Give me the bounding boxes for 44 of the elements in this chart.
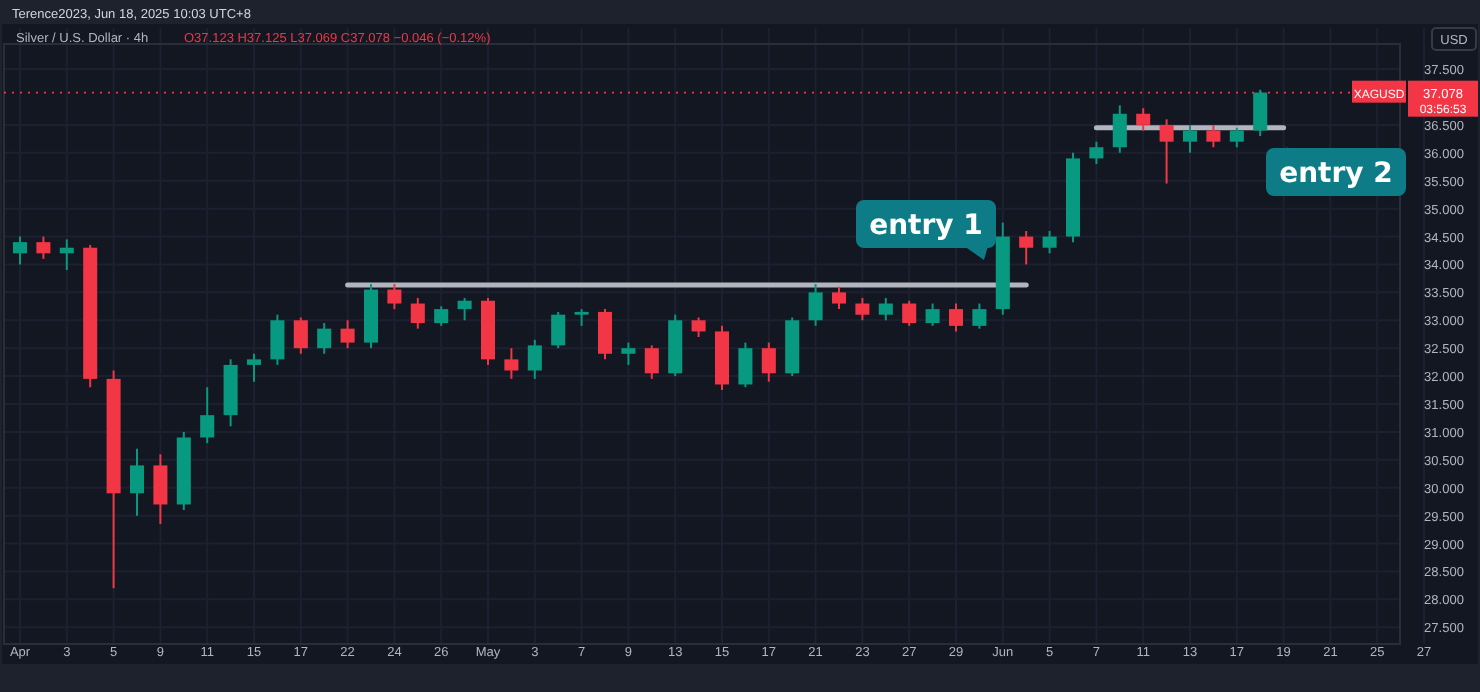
candlestick — [644, 344, 659, 380]
candlestick — [504, 347, 519, 380]
candlestick — [621, 341, 636, 366]
candlestick — [527, 338, 542, 380]
candlestick — [59, 238, 74, 272]
candlestick — [1253, 88, 1268, 138]
candlestick — [761, 341, 776, 383]
candlestick — [1112, 104, 1127, 154]
candlestick — [902, 299, 917, 327]
candlestick — [36, 235, 51, 260]
candlestick — [1089, 140, 1104, 165]
candlestick — [925, 302, 940, 327]
candlestick — [387, 283, 402, 311]
candlestick — [129, 447, 145, 517]
candlestick — [200, 386, 215, 445]
candlestick — [1229, 126, 1244, 149]
candlestick — [597, 308, 613, 361]
candlestick — [1206, 123, 1221, 149]
candlestick — [293, 316, 308, 355]
candlestick — [855, 296, 870, 322]
candlestick — [410, 296, 425, 330]
candlestick — [1042, 229, 1057, 255]
annotation: entry 1 — [869, 210, 983, 242]
candlestick — [1182, 123, 1198, 154]
candlestick — [1019, 229, 1034, 266]
candlestick — [317, 322, 332, 355]
candlestick — [12, 235, 28, 266]
candlestick — [948, 302, 964, 333]
annotation: entry 2 — [1279, 158, 1393, 190]
candlestick — [738, 341, 753, 389]
candlestick — [246, 352, 262, 383]
candlestick — [878, 296, 893, 322]
candlestick — [457, 296, 472, 322]
candlestick — [551, 310, 566, 350]
candlestick — [831, 285, 847, 311]
candlestick — [808, 283, 823, 327]
candlestick — [434, 305, 449, 327]
candlestick — [972, 302, 987, 330]
candlestick — [340, 319, 355, 350]
candlestick — [1159, 118, 1174, 185]
candlestick — [270, 313, 285, 366]
candlestick — [1136, 107, 1151, 132]
candlestick — [153, 453, 168, 525]
candlestick — [691, 316, 706, 339]
